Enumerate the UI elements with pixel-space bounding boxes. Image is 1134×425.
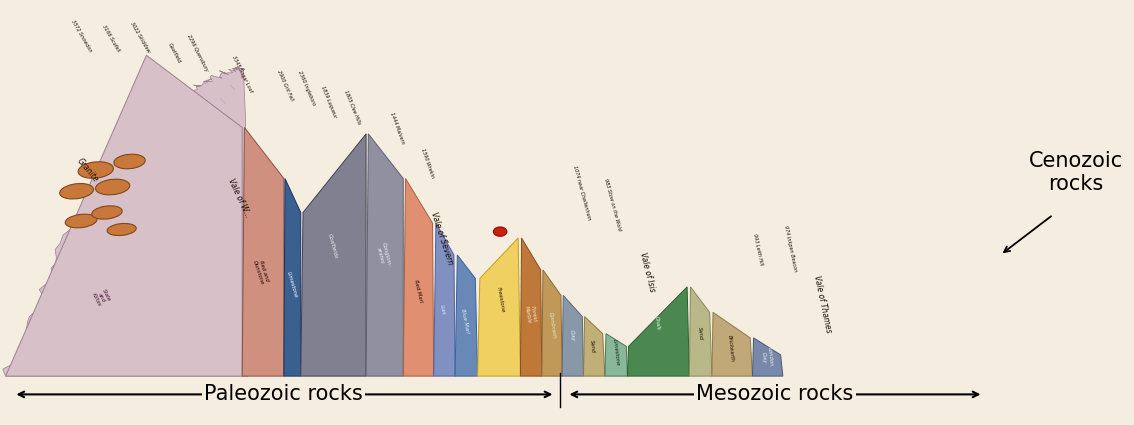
Text: 1074 near Cheltenham: 1074 near Cheltenham	[573, 165, 592, 221]
Text: 1805 Clee Hills: 1805 Clee Hills	[344, 90, 362, 125]
Text: Limestone: Limestone	[612, 339, 620, 367]
Text: 2296 Quensbury: 2296 Quensbury	[186, 34, 209, 72]
Text: Coalfields: Coalfields	[327, 233, 338, 260]
Polygon shape	[627, 287, 689, 376]
Text: Gaatfield: Gaatfield	[167, 42, 181, 64]
Text: Vale of Thames: Vale of Thames	[812, 274, 832, 334]
Text: Limestone: Limestone	[286, 271, 298, 299]
Text: Forest
Marble: Forest Marble	[524, 305, 538, 324]
Polygon shape	[243, 128, 284, 376]
Ellipse shape	[493, 227, 507, 236]
Polygon shape	[6, 55, 243, 376]
Polygon shape	[366, 134, 404, 376]
Text: Cenozoic
rocks: Cenozoic rocks	[1029, 150, 1123, 194]
Text: Chalk: Chalk	[653, 315, 660, 331]
Text: Clay: Clay	[569, 330, 575, 342]
Polygon shape	[301, 134, 366, 376]
Text: Vale of Severn: Vale of Severn	[429, 210, 455, 266]
Polygon shape	[542, 270, 562, 376]
Text: Vale of W...: Vale of W...	[226, 176, 252, 219]
Text: Blue Marl: Blue Marl	[460, 308, 469, 334]
Polygon shape	[753, 338, 782, 376]
Polygon shape	[404, 178, 433, 376]
Text: 2360 Ingleboro: 2360 Ingleboro	[297, 70, 316, 106]
Text: London
Clay: London Clay	[761, 347, 773, 367]
Ellipse shape	[66, 214, 98, 228]
Ellipse shape	[95, 179, 129, 195]
Text: 2900 Grit Fell: 2900 Grit Fell	[276, 70, 294, 102]
Text: 1444 Malvern: 1444 Malvern	[389, 111, 405, 144]
Polygon shape	[521, 238, 542, 376]
Polygon shape	[477, 238, 521, 376]
Text: Red Marl: Red Marl	[413, 279, 423, 303]
Polygon shape	[689, 287, 712, 376]
Text: 983 Stow on the Wold: 983 Stow on the Wold	[602, 178, 621, 232]
Polygon shape	[604, 334, 627, 376]
Text: 1590 Wrekin: 1590 Wrekin	[421, 147, 435, 178]
Polygon shape	[2, 67, 248, 376]
Ellipse shape	[60, 184, 93, 199]
Polygon shape	[455, 255, 477, 376]
Text: Brickearth: Brickearth	[727, 335, 735, 362]
Polygon shape	[712, 312, 753, 376]
Text: 1839 Laqueur: 1839 Laqueur	[320, 85, 337, 119]
Polygon shape	[584, 317, 604, 376]
Text: Freestone: Freestone	[496, 286, 505, 313]
Text: Red and
Dunstone: Red and Dunstone	[252, 258, 270, 286]
Polygon shape	[284, 178, 301, 376]
Text: Vale of Isis: Vale of Isis	[638, 251, 657, 293]
Polygon shape	[562, 295, 584, 376]
Text: 3345 Sugar Loaf: 3345 Sugar Loaf	[231, 55, 253, 94]
Ellipse shape	[107, 224, 136, 235]
Ellipse shape	[92, 206, 122, 219]
Text: Mesozoic rocks: Mesozoic rocks	[696, 384, 854, 405]
Polygon shape	[433, 223, 455, 376]
Text: Cornbrash: Cornbrash	[548, 311, 557, 339]
Text: 974 Inkpen Beacon: 974 Inkpen Beacon	[782, 225, 797, 272]
Text: Lias: Lias	[439, 305, 446, 316]
Text: 3166 Scafell: 3166 Scafell	[101, 24, 121, 53]
Text: Sand: Sand	[590, 340, 595, 353]
Text: Sand: Sand	[697, 327, 704, 340]
Ellipse shape	[78, 162, 113, 178]
Text: 3572 Snowdon: 3572 Snowdon	[70, 19, 92, 53]
Text: Granite: Granite	[75, 156, 101, 184]
Text: 993 Leith Hill: 993 Leith Hill	[753, 233, 764, 266]
Ellipse shape	[113, 154, 145, 169]
Text: Slate
and
Kiltas: Slate and Kiltas	[91, 287, 112, 308]
Text: Conglom-
erates: Conglom- erates	[374, 241, 391, 269]
Text: Paleozoic rocks: Paleozoic rocks	[204, 384, 363, 405]
Text: 3022 Skiddaw: 3022 Skiddaw	[129, 21, 151, 53]
